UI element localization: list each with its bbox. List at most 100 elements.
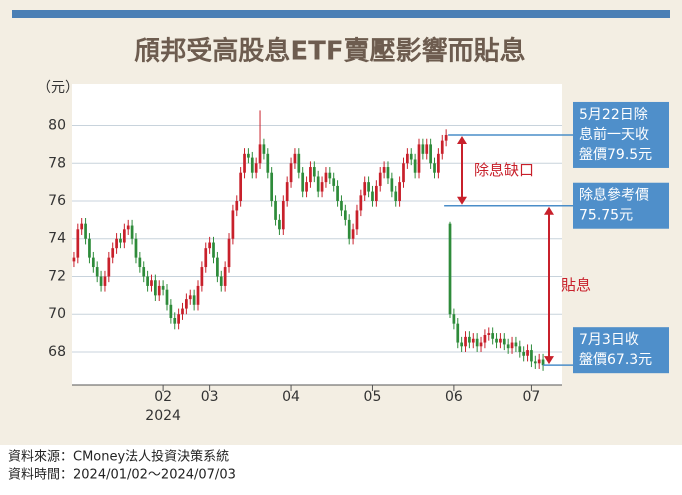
candle-body bbox=[262, 144, 266, 154]
candle-body bbox=[367, 182, 370, 192]
candle-body bbox=[537, 359, 541, 364]
candle-body bbox=[452, 314, 456, 324]
candle-body bbox=[80, 223, 84, 230]
y-tick-label: 80 bbox=[48, 118, 66, 134]
annotation-text: 7月3日收 bbox=[579, 332, 639, 348]
annotation-text: 75.75元 bbox=[579, 208, 633, 224]
candle-body bbox=[289, 163, 293, 183]
candle-body bbox=[491, 333, 495, 339]
candle-body bbox=[227, 238, 231, 268]
candle-body bbox=[219, 276, 223, 286]
candle-body bbox=[165, 289, 169, 305]
candle-body bbox=[324, 172, 328, 183]
candle-body bbox=[76, 229, 80, 258]
candle-body bbox=[111, 248, 115, 258]
candle-body bbox=[231, 210, 235, 239]
candle-body bbox=[95, 267, 99, 277]
candle-body bbox=[530, 350, 533, 362]
candle-body bbox=[138, 257, 142, 268]
annotation-box bbox=[573, 182, 669, 229]
candle-body bbox=[332, 178, 336, 186]
candle-body bbox=[394, 191, 398, 202]
x-tick-label: 02 bbox=[154, 389, 172, 405]
candle-body bbox=[359, 195, 363, 211]
candle-body bbox=[119, 238, 122, 243]
candle-body bbox=[316, 176, 320, 192]
candle-body bbox=[506, 344, 510, 349]
gap-arrow-head bbox=[457, 135, 467, 205]
candle-body bbox=[88, 238, 91, 258]
annotation-text: 除息參考價 bbox=[579, 187, 649, 204]
candle-body bbox=[355, 210, 359, 230]
candle-body bbox=[347, 219, 351, 239]
candle-body bbox=[91, 257, 95, 268]
candle-body bbox=[479, 342, 483, 347]
year-label: 2024 bbox=[145, 408, 181, 424]
candle-body bbox=[456, 323, 460, 343]
candle-body bbox=[250, 157, 254, 173]
candle-body bbox=[336, 185, 339, 202]
candle-body bbox=[274, 201, 277, 220]
discount-arrow-label: 貼息 bbox=[561, 276, 591, 294]
candle-body bbox=[510, 342, 514, 349]
candle-body bbox=[150, 280, 153, 286]
candle-body bbox=[471, 338, 475, 343]
candle-body bbox=[297, 153, 301, 173]
candle-body bbox=[460, 342, 464, 347]
candle-body bbox=[107, 257, 111, 277]
candle-body bbox=[181, 308, 184, 315]
annotation-text: 息前一天收 bbox=[579, 126, 649, 143]
source: 資料來源：CMoney法人投資決策系統 bbox=[8, 449, 229, 465]
annotation-text: 盤價67.3元 bbox=[579, 351, 652, 368]
candle-body bbox=[417, 144, 421, 173]
candle-body bbox=[514, 342, 518, 347]
candle-body bbox=[258, 144, 262, 164]
candle-body bbox=[235, 201, 239, 211]
candle-body bbox=[402, 163, 405, 183]
candle-body bbox=[413, 159, 417, 173]
candle-body bbox=[281, 201, 285, 230]
candle-body bbox=[437, 153, 440, 173]
candle-body bbox=[103, 276, 107, 286]
candle-body bbox=[499, 338, 502, 343]
y-tick-label: 70 bbox=[48, 306, 66, 322]
candle-body bbox=[285, 182, 289, 202]
candle-body bbox=[192, 295, 196, 305]
candle-body bbox=[126, 225, 130, 230]
annotation-box bbox=[573, 327, 669, 374]
candle-body bbox=[239, 172, 243, 202]
candle-body bbox=[378, 172, 382, 186]
candle-body bbox=[293, 153, 297, 164]
candle-body bbox=[363, 182, 367, 196]
x-tick-label: 03 bbox=[201, 389, 219, 405]
candle-body bbox=[533, 361, 537, 364]
candle-body bbox=[406, 153, 409, 164]
candle-body bbox=[483, 334, 487, 343]
candle-body bbox=[390, 178, 394, 192]
annotation-text: 盤價79.5元 bbox=[579, 146, 652, 163]
candle-body bbox=[216, 257, 219, 277]
candle-body bbox=[526, 350, 529, 356]
candle-body bbox=[134, 238, 138, 258]
candle-body bbox=[433, 163, 436, 173]
candle-body bbox=[386, 167, 390, 179]
candle-body bbox=[340, 201, 343, 211]
chart-title: 頎邦受高股息ETF賣壓影響而貼息 bbox=[134, 36, 525, 67]
candle-body bbox=[468, 336, 471, 343]
candle-body bbox=[475, 338, 479, 347]
candle-body bbox=[223, 267, 227, 286]
candle-body bbox=[464, 336, 467, 347]
candle-body bbox=[398, 182, 401, 202]
candle-body bbox=[320, 182, 324, 192]
annotation-text: 5月22日除 bbox=[579, 107, 648, 123]
candle-body bbox=[541, 359, 545, 366]
candle-body bbox=[374, 185, 378, 202]
candle-body bbox=[84, 223, 87, 239]
candle-body bbox=[425, 144, 429, 154]
candle-body bbox=[173, 318, 177, 324]
y-tick-label: 72 bbox=[48, 268, 66, 284]
candle-body bbox=[208, 242, 211, 249]
candle-body bbox=[200, 267, 204, 286]
candle-body bbox=[146, 276, 149, 286]
